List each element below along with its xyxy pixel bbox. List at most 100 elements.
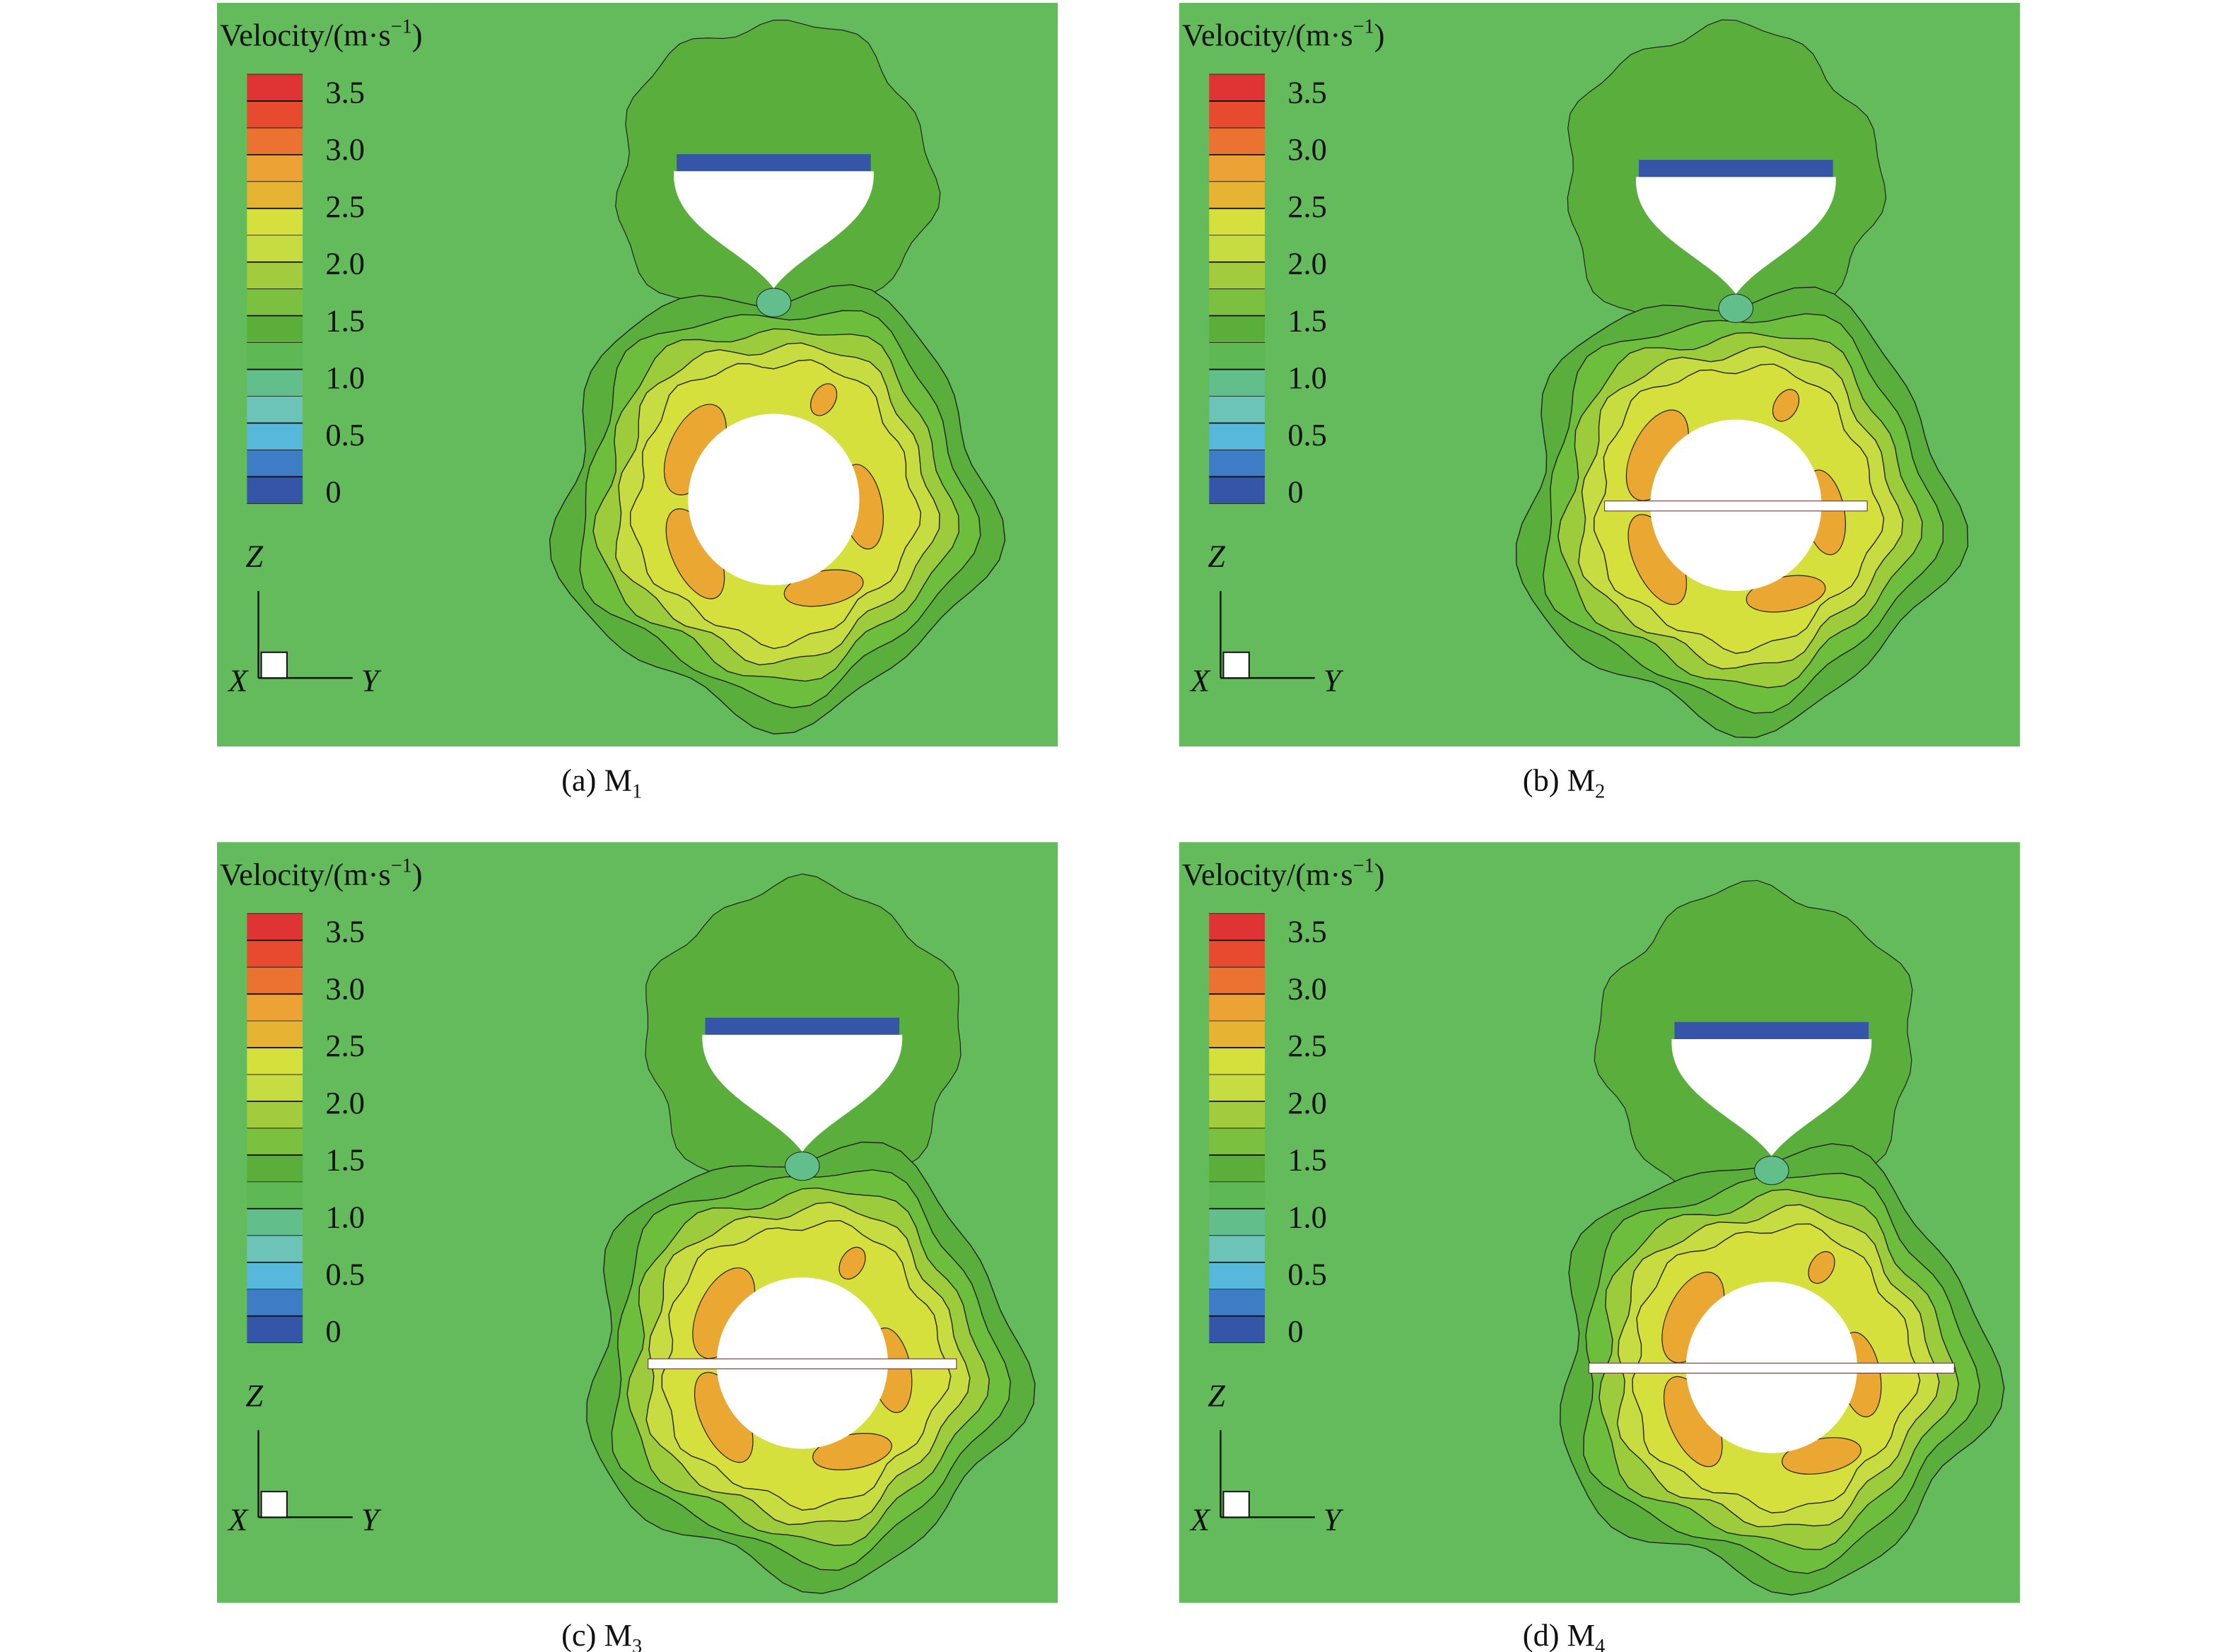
colorbar-band — [1209, 1208, 1266, 1236]
colorbar-label: 0.5 — [325, 417, 365, 452]
colorbar-label: 1.0 — [325, 1199, 365, 1234]
colorbar-band — [1209, 450, 1266, 477]
colorbar-label: 0.5 — [325, 1256, 365, 1291]
axis-label-z: Z — [245, 539, 264, 574]
colorbar-band — [247, 342, 303, 370]
legend-title: Velocity/(m·s−1) — [1182, 855, 1385, 892]
colorbar-band — [247, 1316, 303, 1343]
colorbar-band — [1209, 940, 1266, 968]
panel: Velocity/(m·s−1) 3.5 3.0 2.5 2.0 1.5 1.0 0.5 0 Z X… — [1179, 842, 2021, 1603]
axis-box — [1222, 1491, 1250, 1518]
neck-wake — [785, 1151, 820, 1181]
colorbar-band — [1209, 1074, 1266, 1101]
colorbar-label: 1.5 — [1287, 303, 1327, 338]
colorbar-label: 0.5 — [1287, 417, 1327, 452]
colorbar-band — [247, 315, 303, 343]
axis-label-x: X — [1189, 1502, 1211, 1537]
axis-box — [1222, 651, 1250, 679]
colorbar-band — [1209, 181, 1266, 209]
colorbar-band — [247, 450, 303, 477]
upper-body — [702, 1034, 903, 1152]
caption-text: (c) M — [561, 1617, 632, 1652]
colorbar-label: 2.0 — [325, 246, 365, 281]
colorbar-band — [1209, 913, 1266, 941]
colorbar-label: 2.5 — [1287, 1028, 1327, 1063]
low-velocity-band — [677, 154, 871, 173]
colorbar-label: 3.5 — [325, 914, 365, 949]
caption-text: (b) M — [1523, 763, 1595, 798]
colorbar-band — [1209, 342, 1266, 370]
legend-title-text: Velocity/(m·s — [1182, 18, 1353, 53]
colorbar-band — [247, 235, 303, 262]
legend-title: Velocity/(m·s−1) — [220, 16, 423, 52]
legend-title: Velocity/(m·s−1) — [1182, 16, 1385, 52]
colorbar-band — [1209, 208, 1266, 235]
colorbar-label: 1.5 — [1287, 1142, 1327, 1178]
legend-title-end: ) — [1374, 857, 1385, 892]
legend-title-end: ) — [412, 18, 423, 53]
panel: Velocity/(m·s−1) 3.5 3.0 2.5 2.0 1.5 1.0 0.5 0 Z X… — [1179, 3, 2021, 747]
axis-label-x: X — [227, 662, 249, 698]
colorbar-band — [247, 1289, 303, 1316]
colorbar-band — [247, 1181, 303, 1209]
legend-title-end: ) — [1374, 18, 1385, 53]
colorbar-label: 3.5 — [1287, 74, 1327, 110]
hull-section — [688, 414, 860, 585]
colorbar-label: 3.5 — [1287, 914, 1327, 949]
colorbar-band — [247, 154, 303, 182]
axis-box — [260, 1491, 288, 1518]
axis-label-z: Z — [1208, 1378, 1226, 1413]
high-velocity-patch — [1808, 1250, 1835, 1284]
panel: Velocity/(m·s−1) 3.5 3.0 2.5 2.0 1.5 1.0 0.5 0 Z X… — [216, 3, 1058, 747]
colorbar-band — [1209, 262, 1266, 289]
colorbar-label: 0 — [325, 474, 341, 510]
legend-title-text: Velocity/(m·s — [1182, 857, 1353, 892]
rib — [1604, 500, 1868, 512]
upper-body — [1635, 177, 1836, 294]
colorbar-band — [247, 1074, 303, 1101]
colorbar-label: 2.0 — [1287, 1085, 1327, 1120]
legend-title-superscript: −1 — [1353, 16, 1374, 37]
low-velocity-band — [705, 1017, 900, 1036]
legend-title-superscript: −1 — [391, 855, 412, 877]
neck-wake — [756, 288, 792, 317]
axis-label-z: Z — [1208, 539, 1226, 574]
colorbar-band — [1209, 1154, 1266, 1182]
colorbar-band — [247, 288, 303, 316]
colorbar-band — [1209, 74, 1266, 101]
colorbar-band — [1209, 1262, 1266, 1289]
colorbar-band — [247, 1101, 303, 1128]
upper-body — [1671, 1038, 1872, 1156]
colorbar-label: 0 — [325, 1313, 341, 1349]
panel: Velocity/(m·s−1) 3.5 3.0 2.5 2.0 1.5 1.0 0.5 0 Z X… — [216, 842, 1058, 1603]
colorbar-label: 2.0 — [325, 1085, 365, 1120]
caption-subscript: 1 — [632, 781, 642, 803]
upper-body — [673, 171, 874, 288]
colorbar-label: 1.5 — [325, 303, 365, 338]
colorbar-band — [247, 1021, 303, 1048]
colorbar-band — [247, 396, 303, 423]
colorbar-label: 0 — [1287, 1313, 1303, 1349]
colorbar-label: 2.5 — [325, 1028, 365, 1063]
colorbar-band — [247, 181, 303, 209]
caption-subscript: 2 — [1595, 781, 1605, 803]
legend-title-text: Velocity/(m·s — [220, 857, 391, 892]
low-velocity-band — [1674, 1021, 1869, 1041]
colorbar-band — [1209, 1235, 1266, 1263]
high-velocity-patch — [809, 383, 838, 416]
axis-label-x: X — [1189, 662, 1211, 698]
axis-label-x: X — [227, 1502, 249, 1537]
colorbar-label: 2.5 — [1287, 189, 1327, 224]
colorbar-band — [1209, 127, 1266, 155]
legend-title-superscript: −1 — [391, 16, 412, 37]
colorbar-band — [1209, 288, 1266, 316]
colorbar-band — [247, 994, 303, 1021]
colorbar-label: 1.0 — [1287, 360, 1327, 395]
colorbar-band — [247, 1127, 303, 1155]
colorbar-label: 3.0 — [325, 971, 365, 1006]
colorbar-label: 3.0 — [325, 131, 365, 167]
colorbar-band — [247, 940, 303, 968]
axis-label-y: Y — [361, 662, 382, 698]
colorbar-band — [1209, 423, 1266, 450]
colorbar-band — [247, 1154, 303, 1182]
